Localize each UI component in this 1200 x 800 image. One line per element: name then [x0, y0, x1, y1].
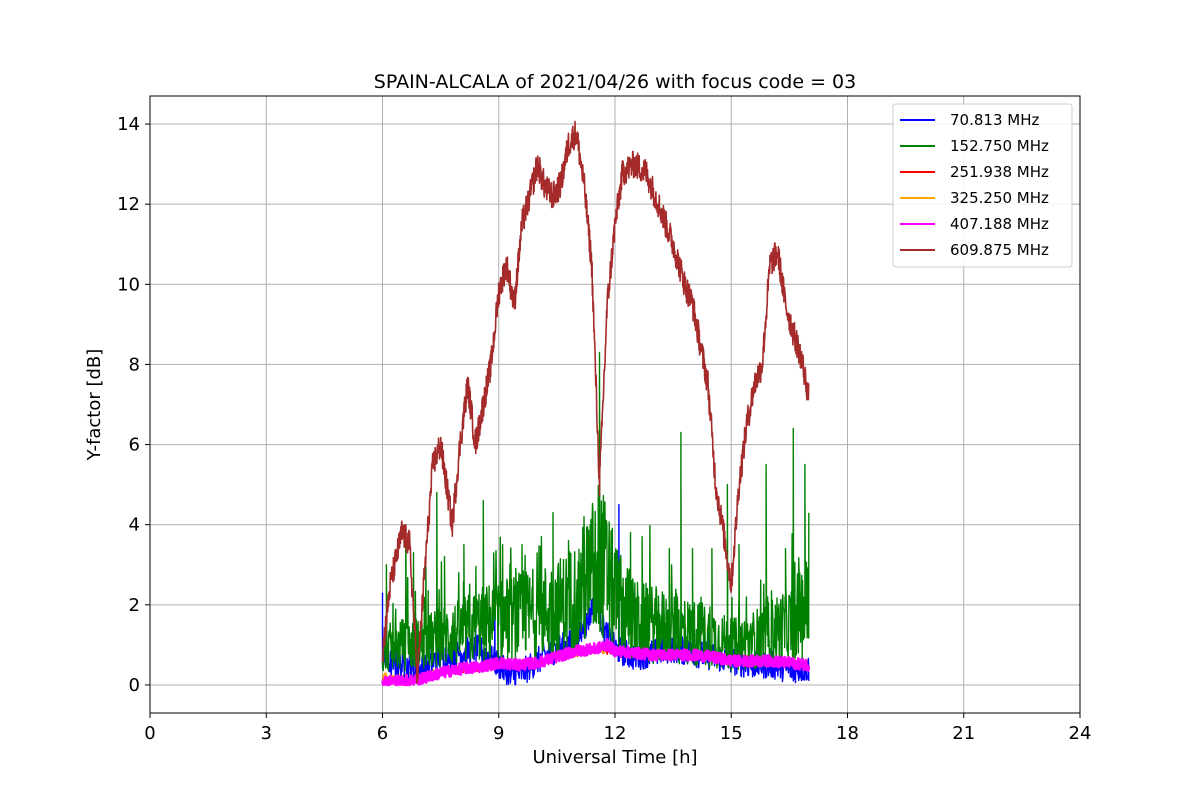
series-line-4: [381, 638, 810, 687]
y-tick-label: 10: [117, 274, 140, 295]
legend: 70.813 MHz 152.750 MHz 251.938 MHz 325.250 …: [892, 103, 1073, 268]
x-tick-label: 24: [1069, 723, 1092, 744]
y-tick-label: 14: [117, 114, 140, 135]
x-axis-label: Universal Time [h]: [532, 747, 697, 768]
legend-label: 152.750 MHz: [950, 137, 1049, 155]
legend-box: [892, 103, 1073, 268]
legend-label: 609.875 MHz: [950, 241, 1049, 259]
x-tick-label: 21: [952, 723, 975, 744]
y-tick-label: 6: [129, 435, 140, 456]
x-tick-label: 18: [836, 723, 859, 744]
y-axis-label: Y-factor [dB]: [84, 349, 105, 462]
legend-label: 70.813 MHz: [950, 111, 1039, 129]
legend-label: 325.250 MHz: [950, 189, 1049, 207]
chart-title: SPAIN-ALCALA of 2021/04/26 with focus co…: [374, 71, 856, 93]
plot-series: [381, 120, 810, 687]
legend-label: 407.188 MHz: [950, 215, 1049, 233]
y-tick-label: 4: [129, 515, 140, 536]
y-tick-label: 0: [129, 675, 140, 696]
x-tick-label: 3: [261, 723, 272, 744]
x-tick-label: 9: [493, 723, 504, 744]
x-tick-label: 15: [720, 723, 743, 744]
legend-label: 251.938 MHz: [950, 163, 1049, 181]
y-tick-label: 12: [117, 194, 140, 215]
y-tick-label: 8: [129, 354, 140, 375]
series-line-5: [381, 120, 810, 684]
x-tick-label: 0: [144, 723, 155, 744]
series-line-1: [381, 351, 810, 672]
y-tick-label: 2: [129, 595, 140, 616]
x-tick-label: 6: [377, 723, 388, 744]
x-tick-label: 12: [604, 723, 627, 744]
